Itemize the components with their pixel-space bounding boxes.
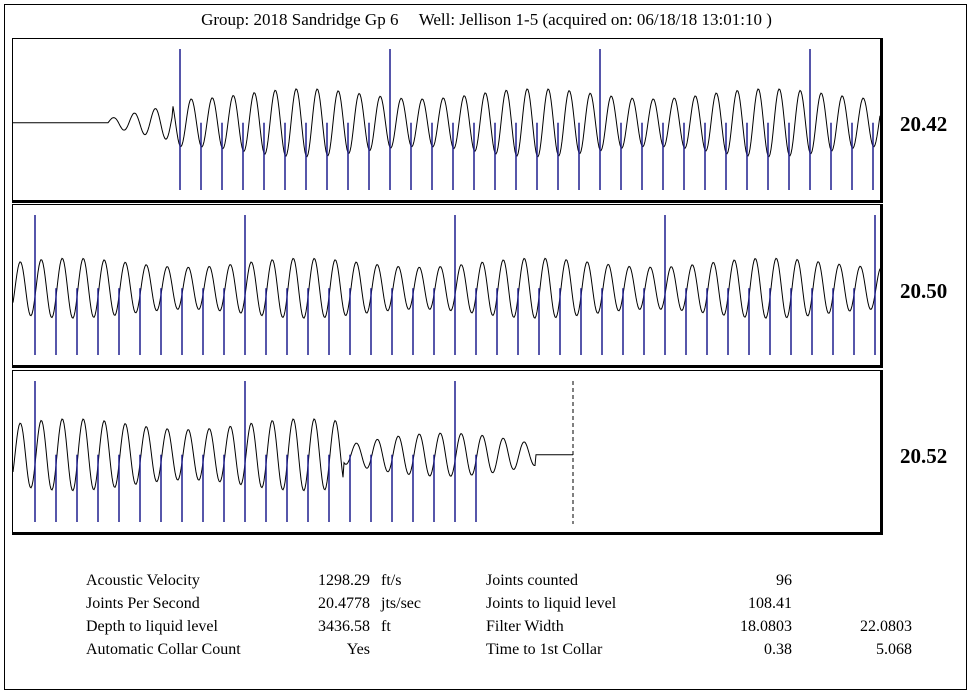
panel-2-jps: 20.50	[900, 279, 948, 303]
stat-value-2: 22.0803	[860, 618, 912, 635]
stat-label: Joints counted	[486, 572, 578, 589]
stat-value-2: 5.068	[876, 641, 912, 658]
stat-value: 20.4778	[318, 595, 370, 612]
trace-panel-1	[12, 38, 883, 203]
stat-label: Filter Width	[486, 618, 564, 635]
stat-value: 96	[776, 572, 792, 589]
stat-unit: jts/sec	[381, 595, 421, 612]
panel-3-jps: 20.52	[900, 444, 948, 468]
trace-plot-1	[13, 49, 880, 190]
panel-1-jps: 20.42	[900, 112, 948, 136]
waveform	[13, 88, 880, 158]
well-label: Well: Jellison 1-5 (acquired on: 06/18/1…	[418, 10, 772, 29]
stat-value: 108.41	[748, 595, 792, 612]
stat-value: 3436.58	[318, 618, 370, 635]
stat-unit: ft	[381, 618, 391, 635]
header: Group: 2018 Sandridge Gp 6 Well: Jelliso…	[0, 10, 973, 30]
stat-value: 0.38	[764, 641, 792, 658]
stat-label: Automatic Collar Count	[86, 641, 241, 658]
stat-value: Yes	[346, 641, 370, 658]
trace-plot-3	[13, 381, 574, 524]
trace-panel-2	[12, 204, 883, 368]
trace-panel-3	[12, 370, 883, 535]
stat-value: 18.0803	[740, 618, 792, 635]
trace-plot-2	[13, 215, 880, 355]
stat-value: 1298.29	[318, 572, 370, 589]
stat-unit: ft/s	[381, 572, 402, 589]
main-frame	[4, 4, 967, 690]
stat-label: Joints Per Second	[86, 595, 200, 612]
waveform	[13, 257, 880, 319]
group-label: Group: 2018 Sandridge Gp 6	[201, 10, 399, 29]
waveform	[13, 418, 573, 492]
stat-label: Joints to liquid level	[486, 595, 617, 612]
stat-label: Acoustic Velocity	[86, 572, 200, 589]
stat-label: Time to 1st Collar	[486, 641, 603, 658]
stat-label: Depth to liquid level	[86, 618, 218, 635]
